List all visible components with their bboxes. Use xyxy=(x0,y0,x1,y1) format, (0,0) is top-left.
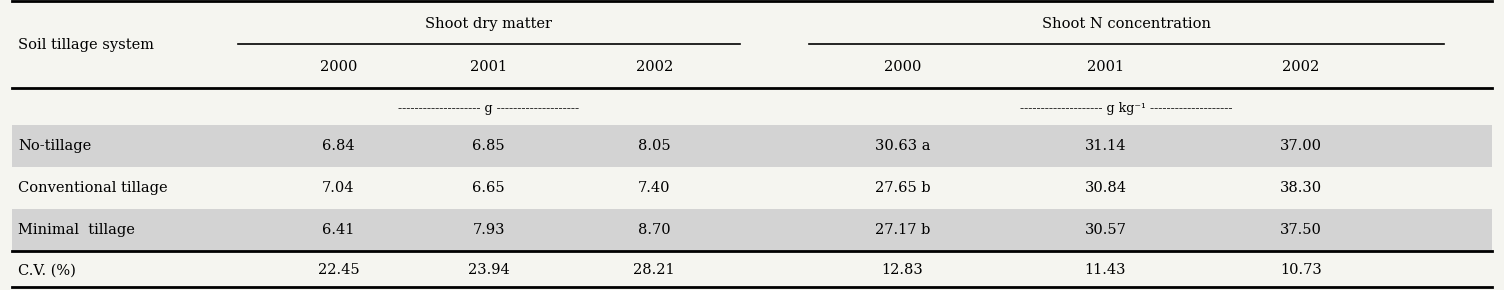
Text: 10.73: 10.73 xyxy=(1280,263,1322,278)
Text: 2000: 2000 xyxy=(884,60,920,75)
Text: 6.85: 6.85 xyxy=(472,139,505,153)
Text: No-tillage: No-tillage xyxy=(18,139,92,153)
Text: 6.65: 6.65 xyxy=(472,181,505,195)
Text: 2002: 2002 xyxy=(636,60,672,75)
Text: 27.65 b: 27.65 b xyxy=(875,181,929,195)
Text: 37.00: 37.00 xyxy=(1280,139,1322,153)
Text: 30.84: 30.84 xyxy=(1084,181,1126,195)
Text: 28.21: 28.21 xyxy=(633,263,675,278)
Text: 37.50: 37.50 xyxy=(1280,223,1322,237)
Text: Minimal  tillage: Minimal tillage xyxy=(18,223,135,237)
Text: -------------------- g --------------------: -------------------- g -----------------… xyxy=(399,102,579,115)
Text: C.V. (%): C.V. (%) xyxy=(18,263,75,278)
Text: 23.94: 23.94 xyxy=(468,263,510,278)
Text: 11.43: 11.43 xyxy=(1084,263,1126,278)
Text: 8.70: 8.70 xyxy=(638,223,671,237)
Text: 22.45: 22.45 xyxy=(317,263,359,278)
Text: 12.83: 12.83 xyxy=(881,263,923,278)
Text: 38.30: 38.30 xyxy=(1280,181,1322,195)
Text: Shoot dry matter: Shoot dry matter xyxy=(426,17,552,31)
Bar xyxy=(12,209,1492,251)
Text: 6.84: 6.84 xyxy=(322,139,355,153)
Text: Soil tillage system: Soil tillage system xyxy=(18,38,153,52)
Text: 6.41: 6.41 xyxy=(322,223,355,237)
Text: 2001: 2001 xyxy=(471,60,507,75)
Bar xyxy=(12,125,1492,167)
Text: Conventional tillage: Conventional tillage xyxy=(18,181,167,195)
Text: 8.05: 8.05 xyxy=(638,139,671,153)
Text: 27.17 b: 27.17 b xyxy=(875,223,929,237)
Text: -------------------- g kg⁻¹ --------------------: -------------------- g kg⁻¹ ------------… xyxy=(1020,102,1233,115)
Text: 2002: 2002 xyxy=(1283,60,1319,75)
Text: 7.40: 7.40 xyxy=(638,181,671,195)
Text: 31.14: 31.14 xyxy=(1084,139,1126,153)
Text: 2001: 2001 xyxy=(1087,60,1123,75)
Text: 7.04: 7.04 xyxy=(322,181,355,195)
Text: 7.93: 7.93 xyxy=(472,223,505,237)
Text: 30.57: 30.57 xyxy=(1084,223,1126,237)
Text: 2000: 2000 xyxy=(320,60,356,75)
Text: 30.63 a: 30.63 a xyxy=(875,139,929,153)
Text: Shoot N concentration: Shoot N concentration xyxy=(1042,17,1211,31)
